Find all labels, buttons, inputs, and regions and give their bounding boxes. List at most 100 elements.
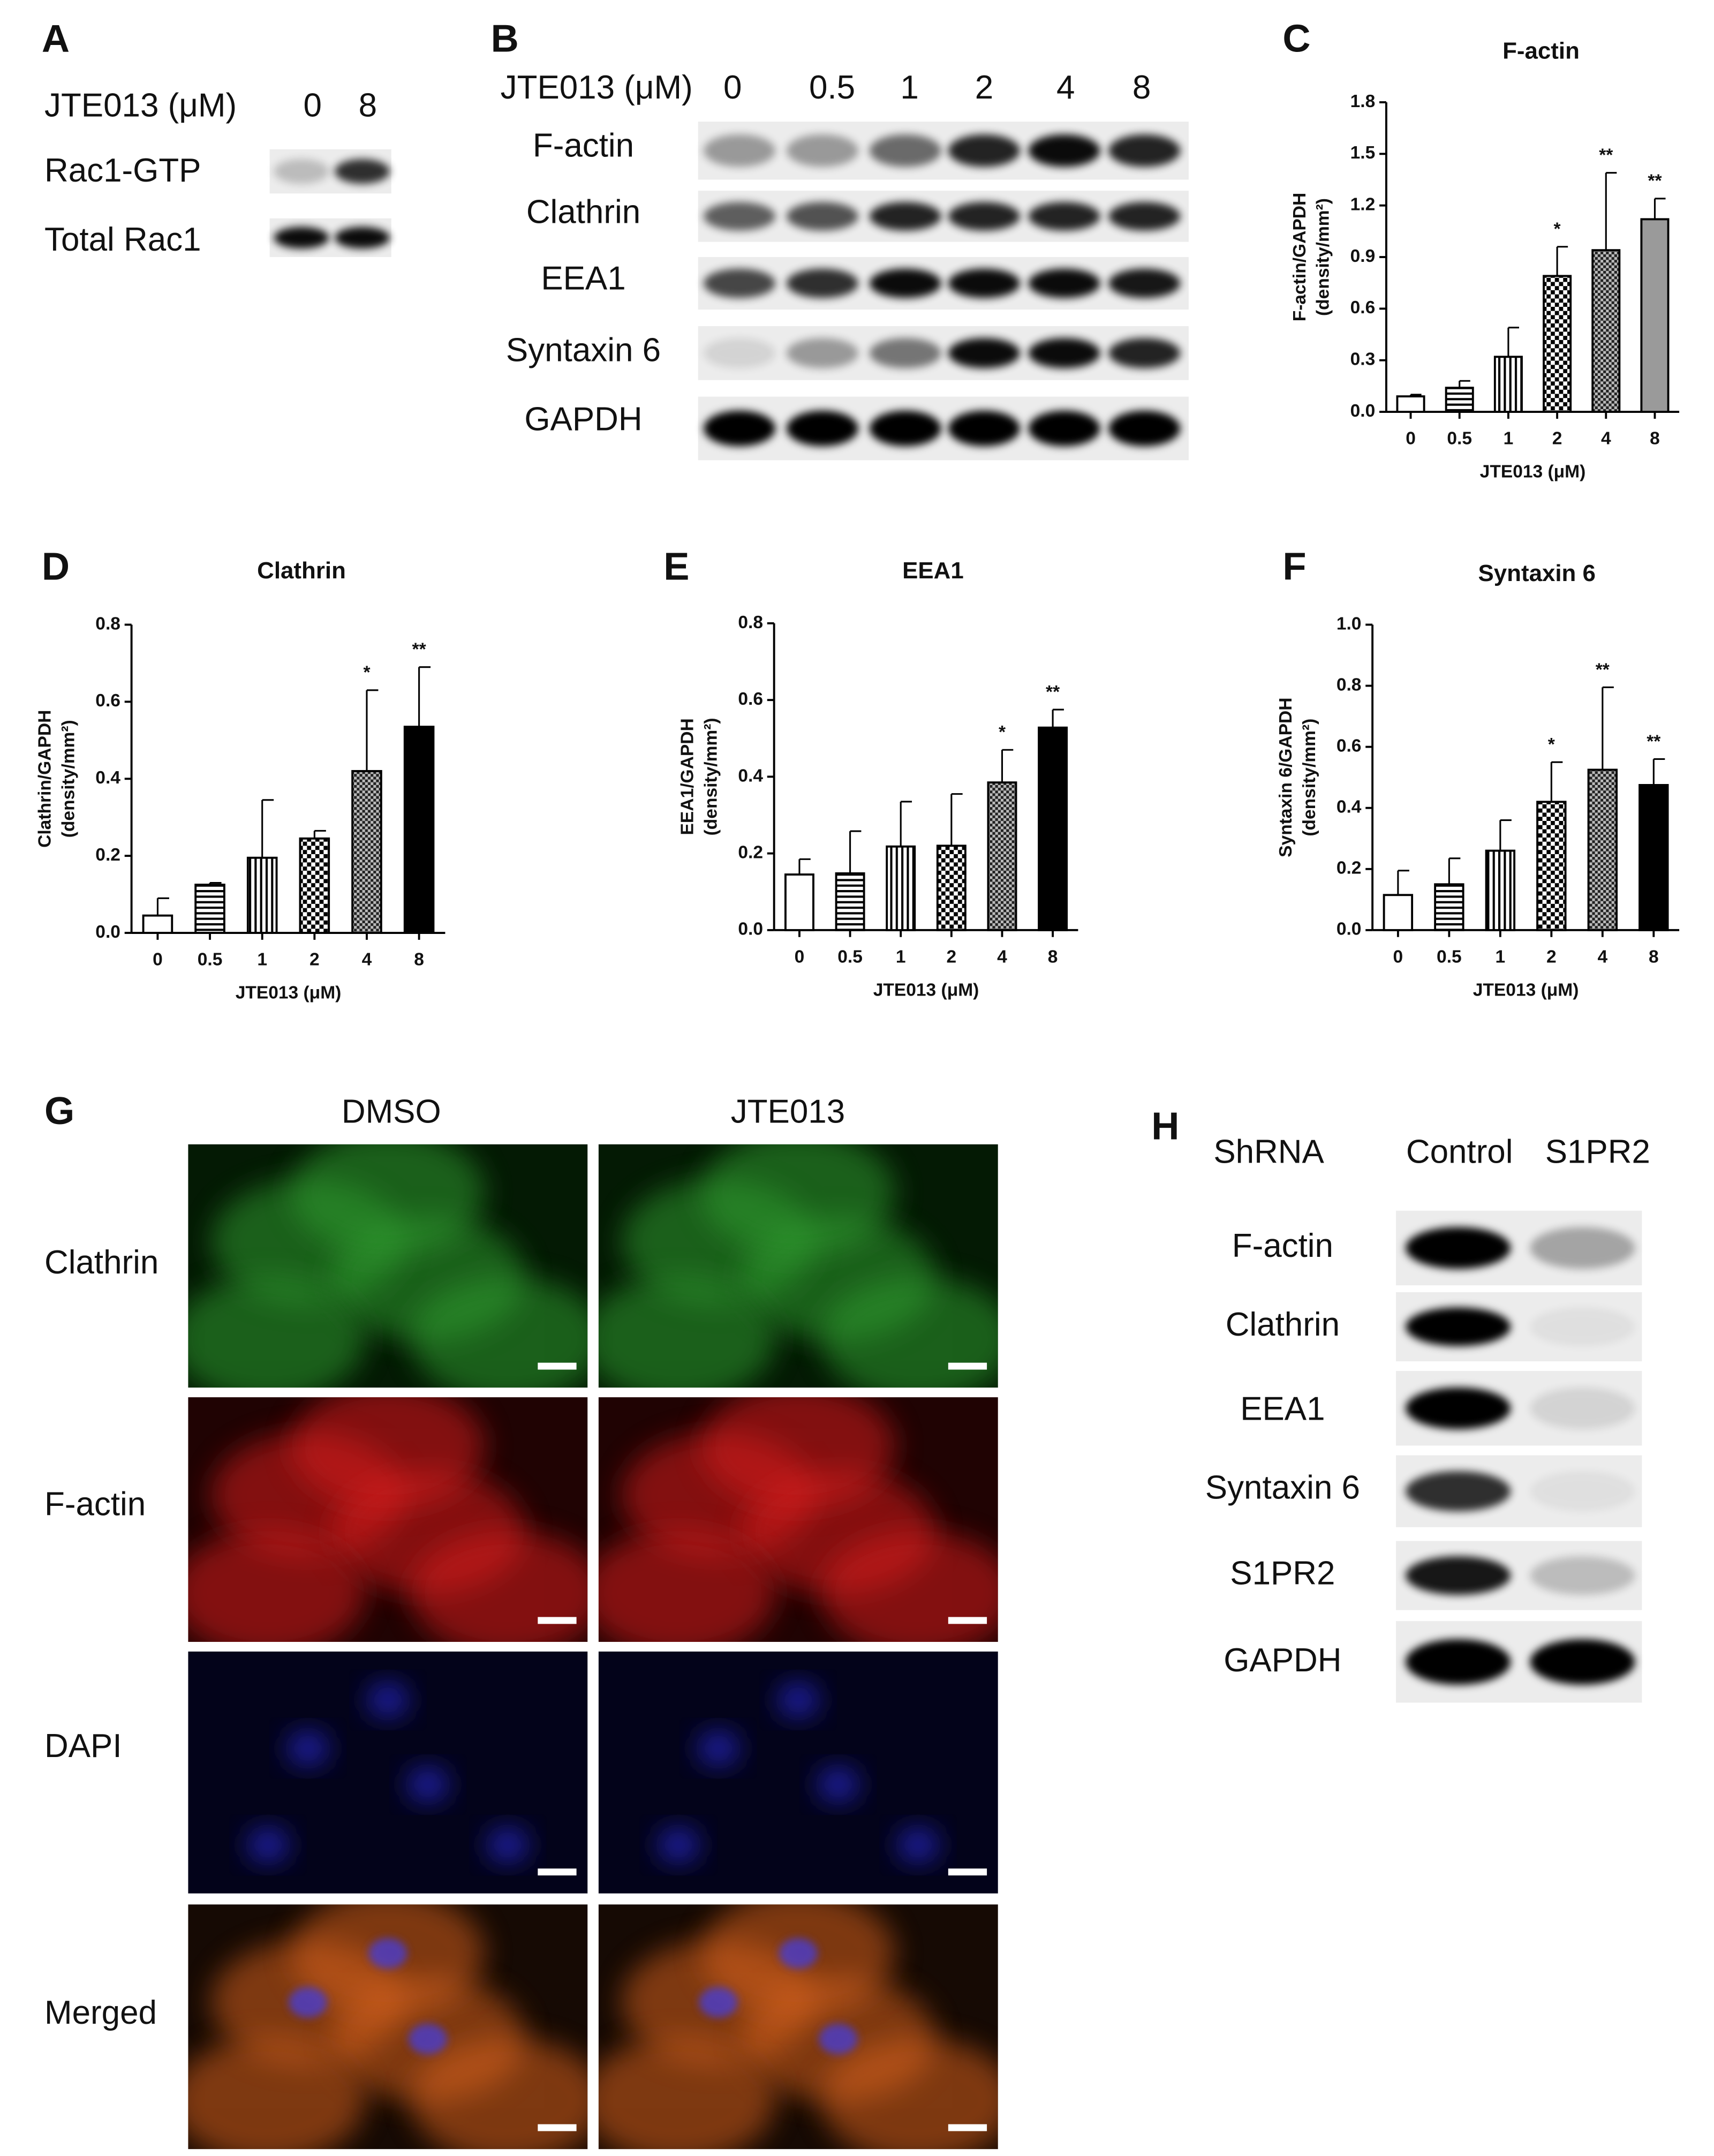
- bar: [299, 837, 330, 934]
- micrograph: [188, 1397, 588, 1642]
- x-tick-label: 1: [257, 949, 267, 969]
- blot-band: [1108, 410, 1181, 447]
- blot-band: [948, 134, 1021, 167]
- bar: [784, 873, 814, 931]
- blot-background: [698, 326, 1189, 380]
- x-tick-label: 8: [1650, 429, 1660, 449]
- row-label: EEA1: [1240, 1390, 1325, 1427]
- error-bar: [366, 689, 379, 771]
- row-label: Syntaxin 6: [1205, 1469, 1360, 1506]
- blot-band: [948, 410, 1021, 447]
- significance: **: [1046, 682, 1060, 702]
- y-tick-label: 0.8: [738, 613, 763, 632]
- error-bar: [1397, 870, 1409, 895]
- panel-letter: A: [42, 18, 70, 61]
- cells: [248, 1684, 527, 1860]
- bar: [142, 914, 173, 934]
- bar: [403, 726, 435, 934]
- x-tick-label: 0: [153, 949, 163, 969]
- y-axis-label: Syntaxin 6/GAPDH: [1276, 698, 1296, 857]
- blot-band: [869, 268, 941, 298]
- y-axis-label: (density/mm²): [701, 718, 721, 835]
- row-label: DAPI: [44, 1728, 122, 1765]
- cell: [779, 1684, 818, 1715]
- bar: [886, 845, 916, 931]
- row-label: GAPDH: [524, 401, 642, 438]
- x-tick-label: 2: [1546, 947, 1557, 967]
- micrograph: [188, 1904, 588, 2150]
- cell: [821, 1277, 998, 1388]
- row-label: F-actin: [1232, 1227, 1333, 1264]
- blot-band: [1108, 268, 1181, 298]
- x-tick-label: 0.5: [1437, 947, 1462, 967]
- blot: [1396, 1371, 1642, 1446]
- x-tick-label: 0.5: [1447, 429, 1472, 449]
- blot-band: [1108, 202, 1181, 231]
- x-tick-label: 2: [1552, 429, 1562, 449]
- blot-band: [948, 202, 1021, 231]
- cells: [598, 1397, 998, 1642]
- blot-band: [869, 338, 941, 368]
- y-tick-label: 1.8: [1350, 92, 1376, 111]
- error-bar: [313, 830, 326, 839]
- bar: [1445, 387, 1474, 413]
- cell: [188, 1531, 365, 1642]
- y-tick-label: 0.0: [1337, 919, 1362, 939]
- cell: [821, 2038, 998, 2150]
- blot-band: [1406, 1227, 1511, 1269]
- blot-band: [1530, 1639, 1635, 1685]
- y-axis-label: (density/mm²): [1300, 719, 1319, 836]
- scale-bar: [538, 1362, 577, 1370]
- y-tick-label: 0.8: [95, 614, 120, 634]
- y-tick-label: 0.4: [1337, 797, 1362, 817]
- blot-band: [704, 134, 776, 167]
- cells: [598, 1144, 998, 1388]
- x-axis-label: JTE013 (μM): [236, 983, 342, 1002]
- lane-label: Control: [1406, 1133, 1513, 1170]
- cell: [248, 1829, 288, 1860]
- significance: *: [1548, 735, 1556, 755]
- y-tick-label: 0.3: [1350, 350, 1376, 370]
- x-tick-label: 4: [1597, 947, 1607, 967]
- x-tick-label: 0.5: [837, 947, 863, 967]
- y-tick-label: 0.6: [738, 689, 763, 709]
- blot-band: [1530, 1307, 1635, 1346]
- significance: **: [1647, 732, 1661, 751]
- bar: [1396, 395, 1425, 413]
- y-tick-label: 0.0: [95, 922, 120, 942]
- panel-letter: G: [44, 1090, 74, 1133]
- error-bar: [1459, 380, 1470, 388]
- cell: [701, 1397, 895, 1509]
- error-bar: [849, 830, 862, 873]
- y-tick-label: 0.0: [1350, 401, 1376, 421]
- cell: [411, 2038, 588, 2150]
- lane-label: S1PR2: [1545, 1133, 1650, 1170]
- nucleus: [819, 2024, 858, 2054]
- micrograph: [598, 1652, 998, 1894]
- x-tick-label: 1: [1504, 429, 1514, 449]
- y-axis-label: EEA1/GAPDH: [678, 718, 698, 835]
- lane-label: 8: [359, 87, 377, 124]
- cells: [188, 1144, 588, 1388]
- blot-background: [698, 122, 1189, 180]
- blot-band: [1530, 1227, 1635, 1269]
- panel-letter: H: [1151, 1105, 1179, 1148]
- lane-label: 2: [975, 69, 993, 106]
- blot: [269, 218, 391, 258]
- panel-letter: D: [42, 545, 70, 588]
- blot-band: [869, 410, 941, 447]
- y-tick-label: 0.8: [1337, 675, 1362, 695]
- bar: [1434, 883, 1464, 931]
- cell: [368, 1684, 407, 1715]
- x-tick-label: 0: [795, 947, 805, 967]
- blot: [698, 191, 1189, 242]
- nucleus: [289, 1987, 328, 2018]
- column-label: JTE013: [731, 1093, 845, 1130]
- y-tick-label: 0.9: [1350, 246, 1376, 266]
- scale-bar: [948, 1362, 987, 1370]
- blot: [1396, 1541, 1642, 1610]
- lane-label: 0.5: [809, 69, 855, 106]
- x-tick-label: 8: [1649, 947, 1659, 967]
- cell: [188, 1277, 365, 1388]
- micrograph: [598, 1904, 998, 2150]
